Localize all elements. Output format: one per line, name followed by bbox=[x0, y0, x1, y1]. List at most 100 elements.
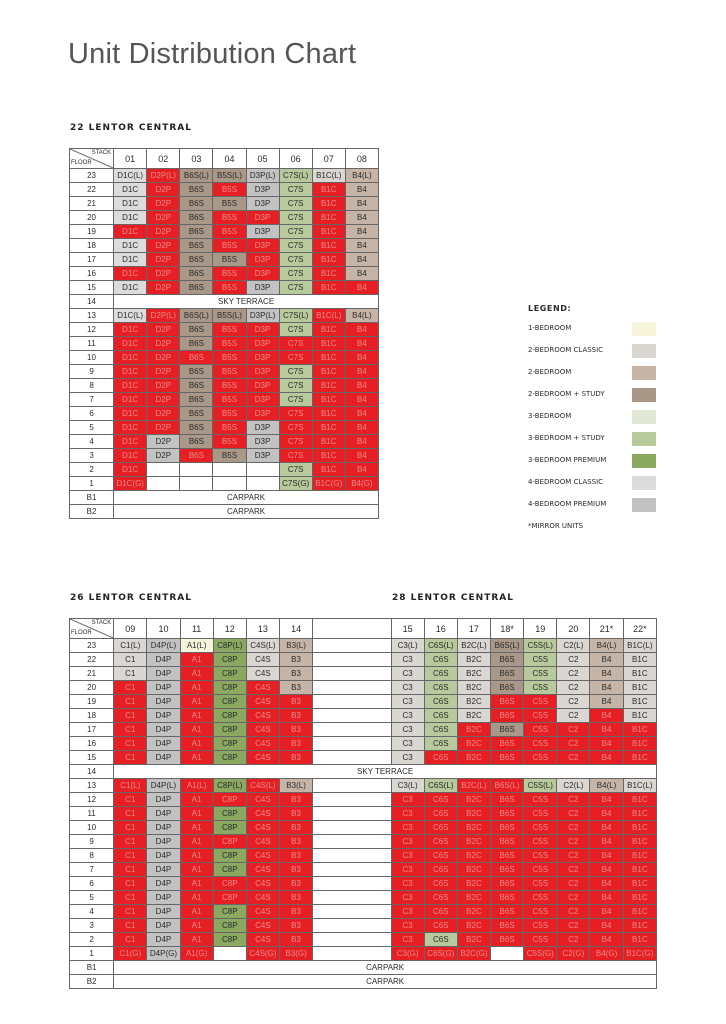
unit-cell: B6S bbox=[179, 252, 214, 267]
legend-item: 2-BEDROOM CLASSIC bbox=[528, 344, 658, 366]
unit-cell: B3 bbox=[278, 708, 314, 723]
floor-label: 10 bbox=[68, 350, 115, 365]
unit-cell: A1 bbox=[179, 666, 214, 681]
unit-cell: D3P bbox=[245, 364, 280, 379]
floor-label: 19 bbox=[68, 224, 115, 239]
unit-cell: C5S bbox=[523, 792, 558, 807]
floor-row: 17 C1 D4P A1 C8P C4S B3 C3 C6S B2C B6S C5S C2 B4 B1C bbox=[68, 722, 658, 737]
unit-cell: B4 bbox=[589, 848, 624, 863]
unit-cell: C1 bbox=[113, 806, 148, 821]
unit-cell: D2P bbox=[146, 280, 181, 295]
unit-cell: C5S bbox=[523, 806, 558, 821]
unit-cell: C4S bbox=[245, 848, 281, 863]
unit-cell: C8P bbox=[212, 820, 247, 835]
floor-label: 15 bbox=[68, 750, 115, 765]
unit-cell: B1C bbox=[622, 862, 658, 877]
block-gap bbox=[312, 820, 392, 835]
unit-cell: B6S bbox=[179, 238, 214, 253]
unit-cell: A1 bbox=[179, 932, 214, 947]
unit-cell: C2 bbox=[556, 862, 591, 877]
floor-row: 9 D1C D2P B6S B5S D3P C7S B1C B4 bbox=[68, 364, 380, 379]
unit-cell: C7S bbox=[278, 462, 313, 477]
empty-cell bbox=[490, 946, 525, 961]
unit-cell: B3 bbox=[278, 722, 314, 737]
sky-terrace-row: SKY TERRACE bbox=[113, 764, 657, 779]
unit-cell: D1C bbox=[113, 462, 148, 477]
unit-cell: B4(L) bbox=[589, 638, 624, 653]
unit-cell: C2 bbox=[556, 652, 591, 667]
floor-label: 21 bbox=[68, 196, 115, 211]
empty-cell bbox=[212, 476, 247, 491]
floor-row: 17 D1C D2P B6S B5S D3P C7S B1C B4 bbox=[68, 252, 380, 267]
unit-cell: C4S(L) bbox=[245, 778, 281, 793]
floor-row: 23 C1(L) D4P(L) A1(L) C8P(L) C4S(L) B3(L) C3(L)… bbox=[68, 638, 658, 653]
unit-cell: A1 bbox=[179, 876, 214, 891]
unit-cell: B4 bbox=[344, 210, 380, 225]
unit-cell: D4P bbox=[146, 750, 181, 765]
unit-cell: D3P bbox=[245, 252, 280, 267]
unit-cell: C7S bbox=[278, 210, 313, 225]
unit-cell: D1C bbox=[113, 350, 148, 365]
unit-cell: D4P bbox=[146, 876, 181, 891]
block-22-distribution-table: STACK FLOOR 01 02 03 04 05 06 07 08 23 D1C(L) D2P(L)… bbox=[68, 148, 380, 519]
unit-cell: C7S bbox=[278, 266, 313, 281]
floor-label: 7 bbox=[68, 392, 115, 407]
unit-cell: A1 bbox=[179, 904, 214, 919]
unit-cell: C1 bbox=[113, 820, 148, 835]
floor-row: 6 D1C D2P B6S B5S D3P C7S B1C B4 bbox=[68, 406, 380, 421]
floor-label: 6 bbox=[68, 876, 115, 891]
carpark-row: CARPARK bbox=[113, 974, 657, 989]
floor-row: 16 D1C D2P B6S B5S D3P C7S B1C B4 bbox=[68, 266, 380, 281]
floor-row: 5 C1 D4P A1 C8P C4S B3 C3 C6S B2C B6S C5S C2 B4 B1C bbox=[68, 890, 658, 905]
block-gap bbox=[312, 736, 392, 751]
unit-cell: C6S bbox=[423, 708, 458, 723]
floor-label: 2 bbox=[68, 932, 115, 947]
legend-swatch bbox=[632, 388, 656, 402]
unit-cell: B3 bbox=[278, 904, 314, 919]
unit-cell: B5S bbox=[212, 392, 247, 407]
unit-cell: D2P bbox=[146, 448, 181, 463]
legend-item: 3-BEDROOM bbox=[528, 410, 658, 432]
unit-cell: C8P(L) bbox=[212, 778, 247, 793]
unit-cell: B2C bbox=[456, 806, 492, 821]
unit-cell: B2C(G) bbox=[456, 946, 492, 961]
unit-cell: C1(L) bbox=[113, 638, 148, 653]
unit-cell: D4P bbox=[146, 806, 181, 821]
unit-cell: B4 bbox=[344, 336, 380, 351]
legend-item: 3-BEDROOM PREMIUM bbox=[528, 454, 658, 476]
unit-cell: B1C(L) bbox=[311, 168, 346, 183]
unit-cell: D2P bbox=[146, 196, 181, 211]
unit-cell: B3 bbox=[278, 834, 314, 849]
unit-cell: D3P bbox=[245, 224, 280, 239]
unit-cell: C6S bbox=[423, 890, 458, 905]
floor-label: 18 bbox=[68, 708, 115, 723]
unit-cell: C8P bbox=[212, 806, 247, 821]
floor-row: 13 C1(L) D4P(L) A1(L) C8P(L) C4S(L) B3(L) C3(L)… bbox=[68, 778, 658, 793]
unit-cell: B4 bbox=[589, 708, 624, 723]
unit-cell: B3(L) bbox=[278, 778, 314, 793]
unit-cell: C3 bbox=[390, 680, 425, 695]
floor-label: 23 bbox=[68, 638, 115, 653]
unit-cell: C5S(L) bbox=[523, 638, 558, 653]
unit-cell: C6S bbox=[423, 722, 458, 737]
unit-cell: C1 bbox=[113, 862, 148, 877]
unit-cell: B1C(G) bbox=[311, 476, 346, 491]
unit-cell: C6S bbox=[423, 848, 458, 863]
unit-cell: D4P bbox=[146, 848, 181, 863]
unit-cell: B5S bbox=[212, 252, 247, 267]
unit-cell: D2P bbox=[146, 224, 181, 239]
unit-cell: C8P bbox=[212, 750, 247, 765]
unit-cell: D4P bbox=[146, 918, 181, 933]
carpark-row: CARPARK bbox=[113, 504, 379, 519]
unit-cell: C3 bbox=[390, 848, 425, 863]
unit-cell: B1C bbox=[311, 350, 346, 365]
stack-header: 22* bbox=[622, 618, 658, 639]
stack-header: 04 bbox=[212, 148, 247, 169]
carpark-row: CARPARK bbox=[113, 490, 379, 505]
unit-cell: A1 bbox=[179, 652, 214, 667]
unit-cell: C1 bbox=[113, 792, 148, 807]
unit-cell: D3P(L) bbox=[245, 168, 280, 183]
unit-cell: C5S bbox=[523, 652, 558, 667]
unit-cell: D3P bbox=[245, 336, 280, 351]
corner-stack-label: STACK bbox=[91, 620, 112, 626]
